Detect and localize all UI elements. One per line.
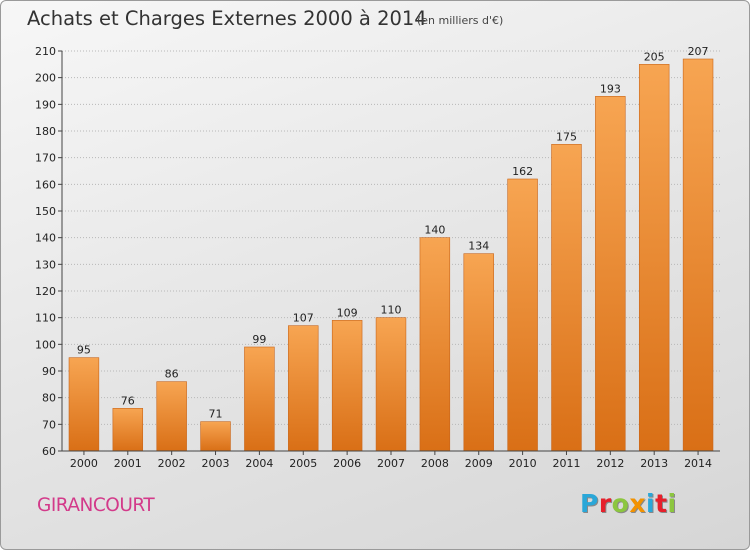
y-tick-label: 70 [42, 418, 56, 431]
proxiti-logo: Proxiti [580, 489, 677, 518]
bar-2004 [244, 346, 275, 452]
y-tick-label: 80 [42, 392, 56, 405]
data-label-2004: 99 [252, 333, 266, 346]
bar-2002 [156, 381, 187, 452]
x-tick-label: 2013 [640, 457, 668, 470]
y-tick-label: 210 [35, 45, 56, 58]
x-tick-label: 2005 [289, 457, 317, 470]
bar-2009 [463, 253, 494, 452]
y-tick-label: 100 [35, 338, 56, 351]
data-label-2005: 107 [293, 312, 314, 325]
bar-2011 [551, 144, 582, 452]
y-tick-label: 90 [42, 365, 56, 378]
y-tick-label: 110 [35, 312, 56, 325]
y-tick-label: 60 [42, 445, 56, 458]
data-label-2008: 140 [424, 224, 445, 237]
x-tick-label: 2010 [509, 457, 537, 470]
data-label-2014: 207 [688, 45, 709, 58]
bars [68, 58, 714, 452]
data-labels: 95 76 86 71 99 107 109 110 140 134 162 175 193 205 207 [77, 45, 709, 421]
data-label-2003: 71 [209, 408, 223, 421]
x-tick-label: 2000 [70, 457, 98, 470]
y-tick-label: 160 [35, 178, 56, 191]
logo-letter: i [667, 489, 677, 518]
data-label-2011: 175 [556, 130, 577, 143]
bar-2000 [68, 357, 100, 452]
x-tick-label: 2008 [421, 457, 449, 470]
logo-letter: t [655, 489, 668, 518]
data-label-2012: 193 [600, 82, 621, 95]
y-tick-label: 130 [35, 258, 56, 271]
data-label-2009: 134 [468, 240, 489, 253]
bar-2012 [595, 96, 626, 452]
x-tick-label: 2002 [158, 457, 186, 470]
logo-letter: r [598, 489, 612, 518]
x-tick-label: 2004 [245, 457, 273, 470]
logo-letter: o [611, 489, 630, 518]
bar-2008 [419, 237, 451, 452]
bar-2007 [375, 317, 407, 452]
data-label-2007: 110 [381, 304, 402, 317]
bar-2010 [507, 178, 538, 452]
y-tick-label: 180 [35, 125, 56, 138]
data-label-2013: 205 [644, 50, 665, 63]
bar-2001 [112, 408, 144, 452]
y-tick-label: 190 [35, 98, 56, 111]
y-tick-label: 120 [35, 285, 56, 298]
data-label-2010: 162 [512, 165, 533, 178]
logo-letter: i [646, 489, 656, 518]
chart-title: Achats et Charges Externes 2000 à 2014 [27, 7, 427, 30]
x-tick-label: 2006 [333, 457, 361, 470]
data-label-2000: 95 [77, 344, 91, 357]
chart-subtitle: (en milliers d'€) [417, 14, 504, 27]
bar-2014 [682, 58, 714, 452]
logo-letter: P [580, 489, 599, 518]
x-tick-label: 2003 [202, 457, 230, 470]
logo-letter: x [629, 489, 646, 518]
x-tick-label: 2009 [465, 457, 493, 470]
axes: 60 70 80 90 100 110 120 130 140 150 160 170 180 190 20… [35, 45, 720, 470]
y-tick-label: 200 [35, 72, 56, 85]
bar-2005 [288, 325, 319, 452]
data-label-2006: 109 [337, 306, 358, 319]
y-tick-label: 140 [35, 232, 56, 245]
y-tick-label: 150 [35, 205, 56, 218]
bar-2013 [638, 64, 670, 452]
x-tick-label: 2014 [684, 457, 712, 470]
data-label-2002: 86 [165, 368, 179, 381]
x-tick-label: 2011 [552, 457, 580, 470]
x-tick-label: 2007 [377, 457, 405, 470]
x-tick-label: 2001 [114, 457, 142, 470]
data-label-2001: 76 [121, 394, 135, 407]
y-tick-label: 170 [35, 152, 56, 165]
bar-2003 [200, 421, 231, 452]
commune-name: GIRANCOURT [37, 495, 155, 516]
bar-2006 [331, 320, 363, 452]
x-tick-label: 2012 [596, 457, 624, 470]
